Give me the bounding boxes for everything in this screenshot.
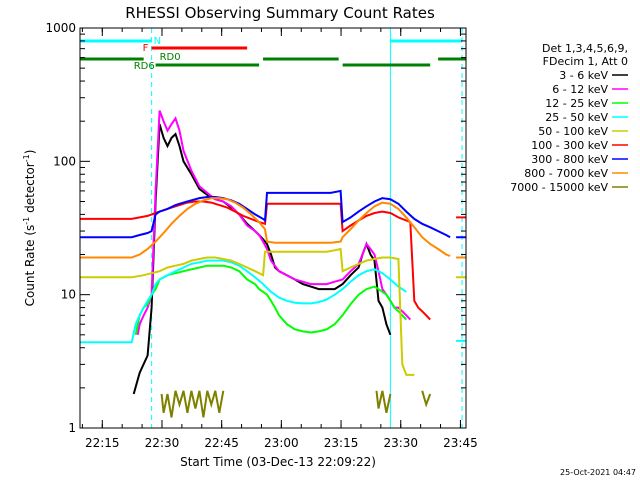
axes: 1 10 100 1000 22:15 22:30 22:45 23:00 23:15 23:30… — [45, 21, 477, 450]
x-tick-label: 23:00 — [264, 436, 299, 450]
legend-header: FDecim 1, Att 0 — [543, 55, 628, 68]
legend-entry-label: 12 - 25 keV — [545, 97, 608, 110]
x-tick-label: 22:15 — [85, 436, 120, 450]
y-tick-label: 1 — [68, 421, 76, 435]
x-tick-label: 23:45 — [443, 436, 478, 450]
legend: Det 1,3,4,5,6,9,FDecim 1, Att 03 - 6 keV… — [510, 42, 628, 194]
series-line — [80, 200, 466, 321]
flare-label: F — [143, 43, 149, 54]
legend-header: Det 1,3,4,5,6,9, — [542, 42, 628, 55]
series-line — [136, 110, 412, 335]
y-tick-label: 10 — [61, 288, 76, 302]
timestamp: 25-Oct-2021 04:47 — [560, 468, 636, 477]
legend-entry-label: 100 - 300 keV — [531, 139, 608, 152]
rd6-label: RD6 — [134, 61, 155, 72]
x-tick-label: 23:15 — [324, 436, 359, 450]
legend-entry-label: 800 - 7000 keV — [524, 167, 608, 180]
plot-frame — [79, 27, 467, 429]
x-axis-label: Start Time (03-Dec-13 22:09:22) — [180, 455, 376, 469]
x-tick-label: 22:30 — [145, 436, 180, 450]
y-axis-label: Count Rate (s-1 detector-1) — [22, 150, 37, 307]
series-line — [80, 259, 466, 344]
legend-entry-label: 7000 - 15000 keV — [510, 181, 608, 194]
legend-entry-label: 50 - 100 keV — [538, 125, 608, 138]
y-tick-label: 1000 — [45, 21, 76, 35]
x-tick-label: 23:30 — [383, 436, 418, 450]
legend-entry-label: 300 - 800 keV — [531, 153, 608, 166]
chart-title: RHESSI Observing Summary Count Rates — [125, 4, 435, 22]
x-tick-label: 22:45 — [204, 436, 239, 450]
night-label: N — [154, 36, 161, 47]
series-line — [80, 247, 466, 376]
legend-entry-label: 3 - 6 keV — [559, 69, 608, 82]
series-line — [160, 390, 432, 418]
series-line — [80, 189, 466, 239]
flag-bars: NF RD0 RD6 — [80, 28, 466, 428]
series-line — [80, 197, 466, 259]
legend-entry-label: 6 - 12 keV — [552, 83, 608, 96]
y-tick-label: 100 — [53, 154, 76, 168]
legend-entry-label: 25 - 50 keV — [545, 111, 608, 124]
series-layer — [80, 110, 466, 418]
rd0-label: RD0 — [160, 52, 181, 63]
